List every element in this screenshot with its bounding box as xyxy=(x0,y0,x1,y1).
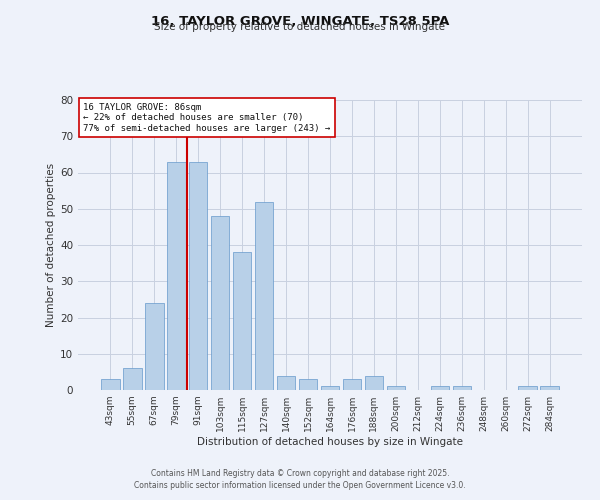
Bar xyxy=(123,368,142,390)
Text: 16 TAYLOR GROVE: 86sqm
← 22% of detached houses are smaller (70)
77% of semi-det: 16 TAYLOR GROVE: 86sqm ← 22% of detached… xyxy=(83,103,330,132)
Bar xyxy=(541,386,559,390)
Bar xyxy=(518,386,537,390)
Bar xyxy=(255,202,274,390)
Text: 16, TAYLOR GROVE, WINGATE, TS28 5PA: 16, TAYLOR GROVE, WINGATE, TS28 5PA xyxy=(151,15,449,28)
Bar xyxy=(211,216,229,390)
Bar xyxy=(145,303,164,390)
Bar xyxy=(365,376,383,390)
X-axis label: Distribution of detached houses by size in Wingate: Distribution of detached houses by size … xyxy=(197,437,463,447)
Y-axis label: Number of detached properties: Number of detached properties xyxy=(46,163,56,327)
Bar xyxy=(189,162,208,390)
Bar xyxy=(233,252,251,390)
Bar xyxy=(431,386,449,390)
Bar xyxy=(386,386,405,390)
Bar xyxy=(320,386,340,390)
Bar xyxy=(343,379,361,390)
Text: Contains HM Land Registry data © Crown copyright and database right 2025.: Contains HM Land Registry data © Crown c… xyxy=(151,468,449,477)
Bar xyxy=(299,379,317,390)
Text: Contains public sector information licensed under the Open Government Licence v3: Contains public sector information licen… xyxy=(134,481,466,490)
Bar xyxy=(101,379,119,390)
Bar xyxy=(452,386,471,390)
Text: Size of property relative to detached houses in Wingate: Size of property relative to detached ho… xyxy=(155,22,445,32)
Bar xyxy=(277,376,295,390)
Bar xyxy=(167,162,185,390)
